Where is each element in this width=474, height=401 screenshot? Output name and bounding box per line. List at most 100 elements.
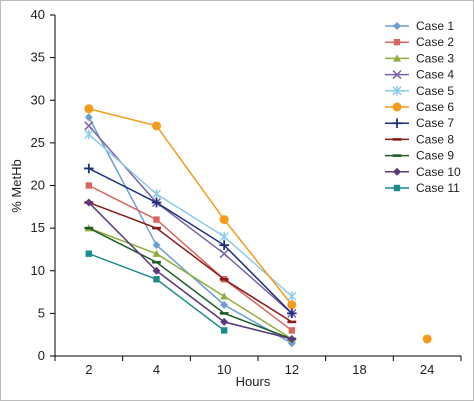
data-point xyxy=(151,189,162,199)
legend-label: Case 6 xyxy=(416,100,454,114)
series-11 xyxy=(85,250,228,334)
data-point xyxy=(84,129,94,140)
y-tick-label: 35 xyxy=(31,50,45,65)
series-9 xyxy=(84,226,297,341)
x-tick-label: 12 xyxy=(285,362,299,377)
data-point xyxy=(287,300,297,310)
legend-label: Case 2 xyxy=(416,35,454,49)
legend-label: Case 1 xyxy=(416,19,454,33)
data-point xyxy=(151,197,162,208)
legend-item: Case 1 xyxy=(385,19,454,33)
data-point xyxy=(85,250,93,257)
legend-item: Case 7 xyxy=(385,116,454,130)
data-point xyxy=(287,334,296,343)
y-tick-label: 40 xyxy=(31,7,45,22)
series-line xyxy=(88,133,293,297)
y-tick-label: 5 xyxy=(38,305,45,320)
series-10 xyxy=(84,198,296,343)
data-point xyxy=(152,249,161,257)
legend-marker xyxy=(393,184,401,192)
data-point xyxy=(153,216,160,223)
y-axis-title: % MetHb xyxy=(9,159,24,212)
legend-item: Case 8 xyxy=(385,132,454,146)
series-layer xyxy=(84,104,432,348)
y-tick-label: 20 xyxy=(31,178,45,193)
data-point xyxy=(152,121,161,131)
series-line xyxy=(88,202,293,340)
data-point xyxy=(84,226,94,230)
legend-item: Case 5 xyxy=(385,84,454,98)
legend-item: Case 6 xyxy=(385,100,454,114)
series-5 xyxy=(84,129,297,302)
legend-item: Case 11 xyxy=(385,181,460,195)
series-line xyxy=(88,167,293,314)
y-tick-label: 25 xyxy=(31,135,45,150)
legend-marker xyxy=(393,22,401,30)
legend: Case 1 Case 2 Case 3 Case 4 Case 5 Case 6 Case… xyxy=(385,19,461,195)
series-line xyxy=(88,125,293,314)
legend-marker xyxy=(393,167,401,176)
data-point xyxy=(220,317,229,326)
data-point xyxy=(219,312,229,315)
data-point xyxy=(219,277,229,281)
legend-marker xyxy=(393,39,401,46)
legend-marker xyxy=(392,118,402,128)
data-point xyxy=(220,327,228,334)
x-axis-title: Hours xyxy=(236,374,271,389)
x-tick-label: 2 xyxy=(85,362,92,377)
legend-label: Case 10 xyxy=(416,165,461,179)
data-point xyxy=(152,266,161,275)
legend-label: Case 7 xyxy=(416,116,454,130)
y-tick-label: 15 xyxy=(31,220,45,235)
series-line xyxy=(88,184,293,332)
data-point xyxy=(84,104,94,114)
data-point xyxy=(153,276,160,283)
data-point xyxy=(84,113,93,122)
x-tick-label: 4 xyxy=(153,362,160,377)
legend-label: Case 5 xyxy=(416,84,454,98)
series-line xyxy=(88,252,225,332)
y-tick-label: 30 xyxy=(31,92,45,107)
series-6 xyxy=(84,104,432,344)
legend-marker xyxy=(392,70,402,80)
legend-marker xyxy=(392,138,402,141)
x-tick-label: 24 xyxy=(420,362,434,377)
data-point xyxy=(219,231,229,242)
data-point xyxy=(84,163,94,174)
series-2 xyxy=(85,182,296,334)
legend-item: Case 2 xyxy=(385,35,454,49)
legend-item: Case 9 xyxy=(385,149,454,163)
legend-label: Case 8 xyxy=(416,132,454,146)
legend-item: Case 3 xyxy=(385,51,454,65)
data-point xyxy=(422,334,432,344)
data-point xyxy=(85,182,93,189)
legend-label: Case 11 xyxy=(416,181,460,195)
data-point xyxy=(219,249,229,259)
series-line xyxy=(88,108,293,306)
legend-marker xyxy=(392,86,402,96)
legend-label: Case 4 xyxy=(416,68,454,82)
data-point xyxy=(84,198,93,207)
data-point xyxy=(219,215,229,225)
legend-marker xyxy=(393,54,401,62)
series-7 xyxy=(84,163,297,319)
legend-marker xyxy=(392,154,402,157)
data-point xyxy=(220,292,229,300)
series-1 xyxy=(84,113,432,348)
data-point xyxy=(288,327,296,334)
data-point xyxy=(152,226,161,230)
y-tick-label: 10 xyxy=(31,263,45,278)
y-tick-label: 0 xyxy=(38,348,45,363)
data-point xyxy=(287,320,297,324)
data-point xyxy=(219,240,229,250)
data-point xyxy=(287,308,297,319)
data-point xyxy=(152,260,161,264)
legend-marker xyxy=(392,102,402,112)
x-tick-label: 18 xyxy=(352,362,366,377)
data-point xyxy=(84,121,94,131)
data-point xyxy=(287,291,297,302)
series-line xyxy=(88,201,293,323)
